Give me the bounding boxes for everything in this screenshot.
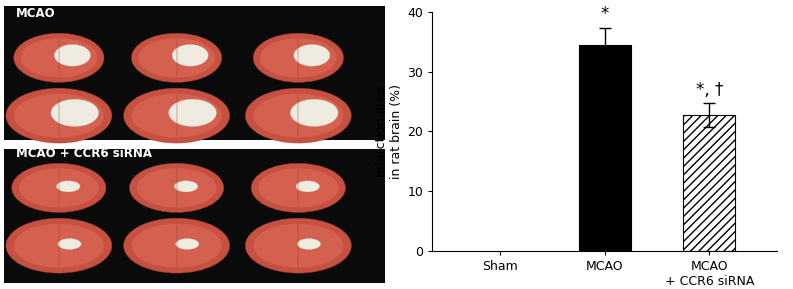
Ellipse shape: [56, 181, 80, 192]
Ellipse shape: [260, 38, 337, 77]
Ellipse shape: [175, 238, 199, 249]
Ellipse shape: [55, 45, 90, 66]
Ellipse shape: [251, 163, 346, 212]
Ellipse shape: [259, 168, 339, 208]
Ellipse shape: [172, 45, 209, 66]
Ellipse shape: [124, 88, 230, 143]
Ellipse shape: [6, 88, 112, 143]
Ellipse shape: [19, 168, 99, 208]
Ellipse shape: [12, 163, 106, 212]
Ellipse shape: [13, 94, 104, 138]
Ellipse shape: [58, 238, 81, 249]
Ellipse shape: [290, 99, 338, 127]
Ellipse shape: [124, 218, 230, 273]
Ellipse shape: [51, 99, 98, 127]
Ellipse shape: [174, 181, 197, 192]
Bar: [683, 115, 735, 251]
Ellipse shape: [6, 218, 112, 273]
Ellipse shape: [296, 181, 320, 192]
Text: MCAO: MCAO: [16, 7, 56, 20]
Ellipse shape: [13, 224, 104, 268]
Ellipse shape: [253, 224, 343, 268]
Ellipse shape: [13, 33, 104, 82]
Ellipse shape: [21, 38, 98, 77]
Ellipse shape: [129, 163, 224, 212]
FancyBboxPatch shape: [4, 6, 385, 140]
Ellipse shape: [245, 218, 351, 273]
Ellipse shape: [132, 94, 222, 138]
Text: MCAO + CCR6 siRNA: MCAO + CCR6 siRNA: [16, 147, 151, 160]
Ellipse shape: [138, 38, 215, 77]
Ellipse shape: [253, 94, 343, 138]
Ellipse shape: [136, 168, 216, 208]
Bar: [579, 45, 630, 251]
Y-axis label: Infarction area
in rat brain (%): Infarction area in rat brain (%): [375, 84, 403, 179]
Text: *: *: [600, 5, 609, 23]
Text: *, †: *, †: [695, 81, 723, 99]
Ellipse shape: [132, 224, 222, 268]
Ellipse shape: [294, 45, 330, 66]
Ellipse shape: [169, 99, 216, 127]
Ellipse shape: [132, 33, 222, 82]
FancyBboxPatch shape: [4, 149, 385, 283]
Ellipse shape: [253, 33, 343, 82]
Ellipse shape: [245, 88, 351, 143]
Ellipse shape: [297, 238, 320, 249]
